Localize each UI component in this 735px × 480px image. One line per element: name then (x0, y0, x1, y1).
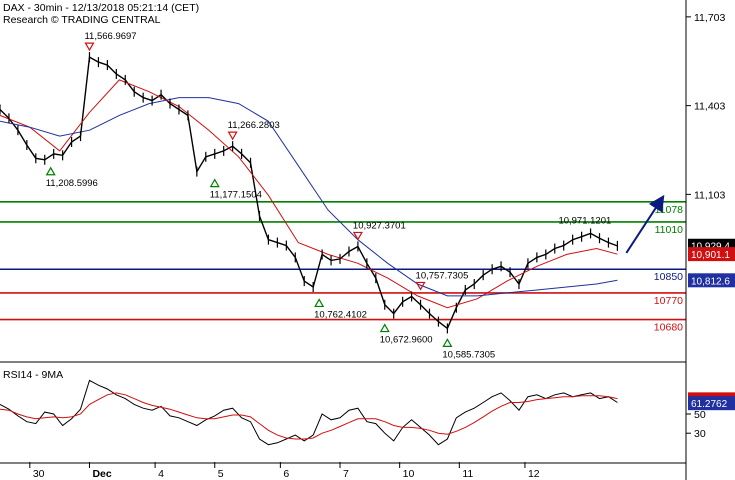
trough-label: 11,177.1504 (210, 190, 262, 201)
trough-marker (45, 166, 56, 176)
trough-label: 11,208.5996 (46, 178, 98, 189)
level-label: 11078 (655, 204, 684, 216)
x-tick-label: 12 (528, 468, 540, 480)
x-tick-label: 7 (343, 468, 349, 480)
peak-marker (84, 42, 95, 52)
peak-label: 11,266.2803 (228, 120, 280, 131)
rsi-ma-line (0, 392, 618, 440)
trough-marker (379, 323, 390, 333)
slow-ma-line (0, 97, 618, 297)
chart-header-title: DAX - 30min - 12/13/2018 05:21:14 (CET) (3, 2, 200, 14)
support-resistance-levels: 11078 11010 10850 10770 10680 (0, 200, 686, 334)
price-series (0, 52, 619, 334)
annotations: 11,566.9697 11,208.5996 11,266.2803 11,177.… (45, 31, 665, 360)
x-tick-label: 4 (158, 468, 164, 480)
trough-marker (314, 298, 325, 308)
level-label: 10680 (654, 322, 683, 334)
x-tick-label: 10 (403, 468, 415, 480)
rsi-line (0, 379, 618, 446)
level-label: 10770 (654, 295, 683, 307)
x-tick-label: 5 (218, 468, 224, 480)
level-label: 11010 (655, 224, 684, 236)
price-tick-label: 11,403 (694, 101, 725, 113)
trough-label: 10,585.7305 (442, 349, 495, 360)
trough-marker (209, 178, 220, 188)
peak-label: 10,927.3701 (353, 220, 406, 231)
projection-arrow (625, 194, 665, 254)
price-badge (688, 247, 735, 262)
trough-label: 10,762.4102 (314, 309, 367, 320)
x-tick-label: Dec (92, 468, 111, 480)
value-badges: 10,929.410,901.110,812.665.250461.2762 (688, 238, 735, 411)
last-high-label: 10,971.1201 (558, 215, 611, 226)
x-tick-label: 6 (283, 468, 289, 480)
x-tick-label: 11 (462, 468, 473, 480)
x-tick-label: 30 (33, 468, 45, 480)
trough-marker (442, 338, 453, 347)
price-badge-label: 10,901.1 (691, 250, 730, 261)
rsi-title: RSI14 - 9MA (3, 369, 63, 381)
trough-label: 10,672.9600 (380, 335, 433, 346)
fast-ma-line (0, 79, 618, 309)
price-tick-label: 11,703 (694, 12, 725, 24)
price-badge-label: 10,812.6 (691, 276, 730, 287)
chart-header-source: Research © TRADING CENTRAL (3, 14, 161, 26)
rsi-panel: RSI14 - 9MA 50 30 (0, 369, 706, 446)
rsi-badge-label: 61.2762 (691, 399, 728, 410)
peak-marker (415, 281, 426, 291)
price-line (0, 55, 618, 330)
rsi-tick-label: 30 (694, 428, 706, 440)
price-tick-label: 11,103 (694, 189, 725, 201)
peak-marker (352, 231, 363, 241)
peak-marker (227, 131, 238, 141)
price-badge (688, 273, 735, 288)
peak-label: 10,757.7305 (416, 270, 469, 281)
rsi-tick-label: 50 (694, 409, 706, 421)
level-label: 10850 (654, 271, 683, 283)
peak-label: 11,566.9697 (84, 31, 136, 42)
rsi-badge (688, 396, 735, 411)
